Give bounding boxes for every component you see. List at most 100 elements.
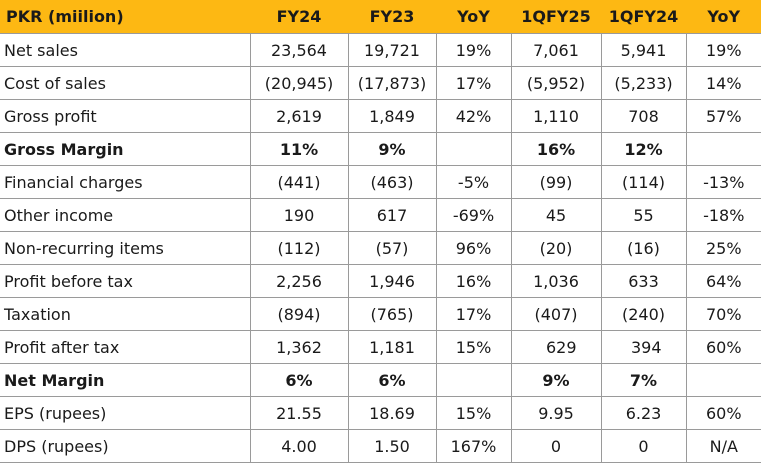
table-row: Profit after tax 1,362 1,181 15% 629 394 60% [0, 330, 761, 364]
cell-1qfy24: 6.23 [601, 396, 687, 430]
cell-1qfy25: (20) [511, 231, 602, 265]
cell-1qfy25: 9.95 [511, 396, 602, 430]
cell-1qfy25: (99) [511, 165, 602, 199]
table-row: DPS (rupees) 4.00 1.50 167% 0 0 N/A [0, 429, 761, 463]
row-label: Profit after tax [0, 330, 251, 364]
cell-fy23: 1.50 [348, 429, 437, 463]
row-label: Net sales [0, 33, 251, 67]
cell-fy24: 190 [250, 198, 349, 232]
cell-fy24: (112) [250, 231, 349, 265]
cell-yoy: -69% [436, 198, 512, 232]
cell-yoy-quarter [686, 132, 761, 166]
row-label: Taxation [0, 297, 251, 331]
cell-1qfy25: 7,061 [511, 33, 602, 67]
table-row: Profit before tax 2,256 1,946 16% 1,036 633 64… [0, 264, 761, 298]
cell-1qfy25: 45 [511, 198, 602, 232]
cell-yoy-quarter: 70% [686, 297, 761, 331]
cell-1qfy24: (5,233) [601, 66, 687, 100]
cell-yoy-quarter: 14% [686, 66, 761, 100]
cell-1qfy25: 16% [511, 132, 602, 166]
cell-yoy-quarter [686, 363, 761, 397]
cell-fy23: (463) [348, 165, 437, 199]
cell-1qfy25: 0 [511, 429, 602, 463]
cell-yoy: 96% [436, 231, 512, 265]
cell-fy24: 4.00 [250, 429, 349, 463]
table-row: Gross profit 2,619 1,849 42% 1,110 708 57% [0, 99, 761, 133]
cell-fy24: (441) [250, 165, 349, 199]
cell-yoy-quarter: 60% [686, 330, 761, 364]
cell-yoy: 17% [436, 66, 512, 100]
cell-1qfy24: (16) [601, 231, 687, 265]
cell-yoy: 19% [436, 33, 512, 67]
row-label: Profit before tax [0, 264, 251, 298]
cell-1qfy25: 629 [511, 330, 602, 364]
cell-yoy: 42% [436, 99, 512, 133]
cell-1qfy25: 1,036 [511, 264, 602, 298]
cell-yoy-quarter: 64% [686, 264, 761, 298]
table-row: Gross Margin 11% 9% 16% 12% [0, 132, 761, 166]
cell-1qfy24: 12% [601, 132, 687, 166]
cell-fy23: (57) [348, 231, 437, 265]
cell-yoy [436, 363, 512, 397]
cell-fy24: 21.55 [250, 396, 349, 430]
header-col-fy24: FY24 [250, 0, 349, 34]
header-col-1qfy24: 1QFY24 [601, 0, 687, 34]
row-label: Financial charges [0, 165, 251, 199]
cell-yoy: 17% [436, 297, 512, 331]
cell-yoy-quarter: -18% [686, 198, 761, 232]
cell-fy24: 11% [250, 132, 349, 166]
cell-yoy: 15% [436, 396, 512, 430]
table-row: Other income 190 617 -69% 45 55 -18% [0, 198, 761, 232]
cell-fy23: (17,873) [348, 66, 437, 100]
cell-1qfy24: 5,941 [601, 33, 687, 67]
cell-1qfy25: (407) [511, 297, 602, 331]
cell-fy24: 1,362 [250, 330, 349, 364]
cell-1qfy24: 633 [601, 264, 687, 298]
cell-fy24: (20,945) [250, 66, 349, 100]
cell-fy24: 23,564 [250, 33, 349, 67]
header-row: PKR (miilion) FY24 FY23 YoY 1QFY25 1QFY2… [0, 0, 761, 34]
cell-1qfy24: (114) [601, 165, 687, 199]
header-col-fy23: FY23 [348, 0, 437, 34]
cell-1qfy24: 7% [601, 363, 687, 397]
cell-fy23: 6% [348, 363, 437, 397]
header-col-1qfy25: 1QFY25 [511, 0, 602, 34]
table-row: Taxation (894) (765) 17% (407) (240) 70% [0, 297, 761, 331]
cell-fy23: 1,849 [348, 99, 437, 133]
cell-fy23: 9% [348, 132, 437, 166]
cell-fy24: 2,619 [250, 99, 349, 133]
row-label: EPS (rupees) [0, 396, 251, 430]
header-col-yoy: YoY [436, 0, 512, 34]
cell-yoy [436, 132, 512, 166]
cell-fy23: 617 [348, 198, 437, 232]
cell-yoy-quarter: N/A [686, 429, 761, 463]
cell-1qfy25: 1,110 [511, 99, 602, 133]
cell-1qfy24: 708 [601, 99, 687, 133]
cell-yoy: -5% [436, 165, 512, 199]
cell-fy24: 2,256 [250, 264, 349, 298]
table-row: Net Margin 6% 6% 9% 7% [0, 363, 761, 397]
cell-fy23: 19,721 [348, 33, 437, 67]
cell-fy24: (894) [250, 297, 349, 331]
cell-yoy-quarter: 25% [686, 231, 761, 265]
row-label: Gross Margin [0, 132, 251, 166]
cell-yoy-quarter: -13% [686, 165, 761, 199]
cell-yoy: 16% [436, 264, 512, 298]
cell-1qfy24: (240) [601, 297, 687, 331]
row-label: Cost of sales [0, 66, 251, 100]
table-row: Financial charges (441) (463) -5% (99) (114) -… [0, 165, 761, 199]
cell-fy23: (765) [348, 297, 437, 331]
table-row: Net sales 23,564 19,721 19% 7,061 5,941 19% [0, 33, 761, 67]
cell-yoy-quarter: 19% [686, 33, 761, 67]
table-row: Cost of sales (20,945) (17,873) 17% (5,952)(… [0, 66, 761, 100]
row-label: Net Margin [0, 363, 251, 397]
cell-fy24: 6% [250, 363, 349, 397]
cell-fy23: 1,181 [348, 330, 437, 364]
cell-1qfy24: 394 [601, 330, 687, 364]
cell-yoy-quarter: 60% [686, 396, 761, 430]
cell-1qfy24: 0 [601, 429, 687, 463]
row-label: Non-recurring items [0, 231, 251, 265]
cell-yoy: 15% [436, 330, 512, 364]
row-label: Other income [0, 198, 251, 232]
